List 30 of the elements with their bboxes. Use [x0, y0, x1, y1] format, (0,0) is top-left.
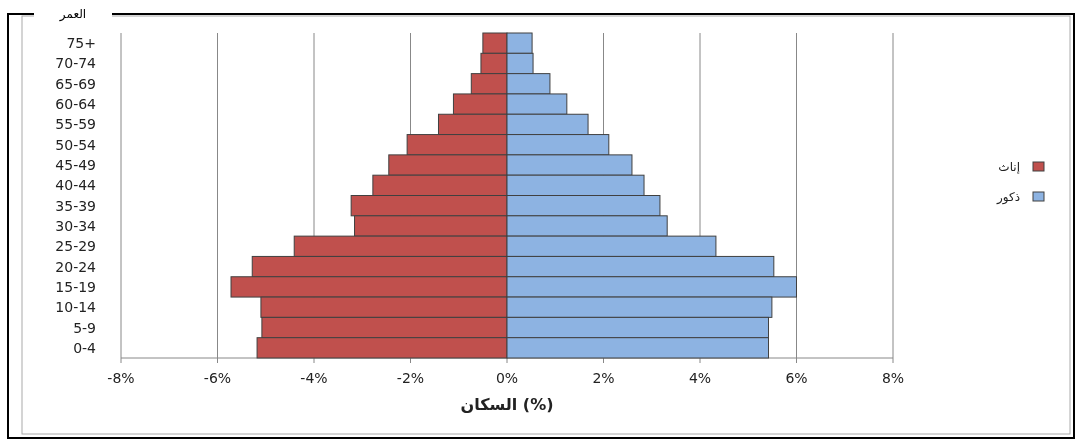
- y-tick-label: 40-44: [55, 177, 97, 194]
- y-axis-title: العمر: [58, 7, 87, 22]
- y-tick-label: 70-74: [55, 55, 97, 72]
- x-tick-label: 2%: [592, 370, 615, 386]
- y-tick-label: 50-54: [55, 136, 97, 153]
- y-tick-label: 75+: [66, 35, 96, 52]
- y-tick-label: 10-14: [55, 299, 97, 316]
- x-tick-label: -4%: [300, 370, 328, 386]
- x-tick-label: -2%: [396, 370, 425, 386]
- y-tick-label: 30-34: [55, 217, 97, 234]
- y-tick-label: 60-64: [55, 96, 97, 113]
- y-tick-label: 15-19: [55, 278, 96, 295]
- legend-label: ذكور: [995, 190, 1020, 205]
- y-tick-label: 25-29: [55, 238, 96, 255]
- x-tick-label: 4%: [688, 370, 712, 386]
- x-tick-label: 6%: [785, 370, 808, 386]
- x-tick-label: 0%: [495, 370, 519, 386]
- legend: إناث ذكور: [996, 160, 1045, 204]
- y-tick-label: 0-4: [73, 339, 97, 356]
- y-tick-label: 5-9: [73, 319, 96, 336]
- y-tick-label: 20-24: [55, 258, 97, 275]
- legend-label: إناث: [998, 160, 1020, 174]
- y-tick-label: 55-59: [55, 116, 96, 133]
- x-tick-label: 8%: [881, 370, 905, 386]
- y-tick-label: 65-69: [55, 75, 96, 92]
- y-tick-label: 45-49: [55, 157, 96, 174]
- x-axis-title: السكان (%): [460, 395, 554, 414]
- x-tick-label: -8%: [107, 370, 135, 386]
- y-tick-label: 35-39: [55, 197, 96, 214]
- x-tick-label: -6%: [203, 370, 232, 386]
